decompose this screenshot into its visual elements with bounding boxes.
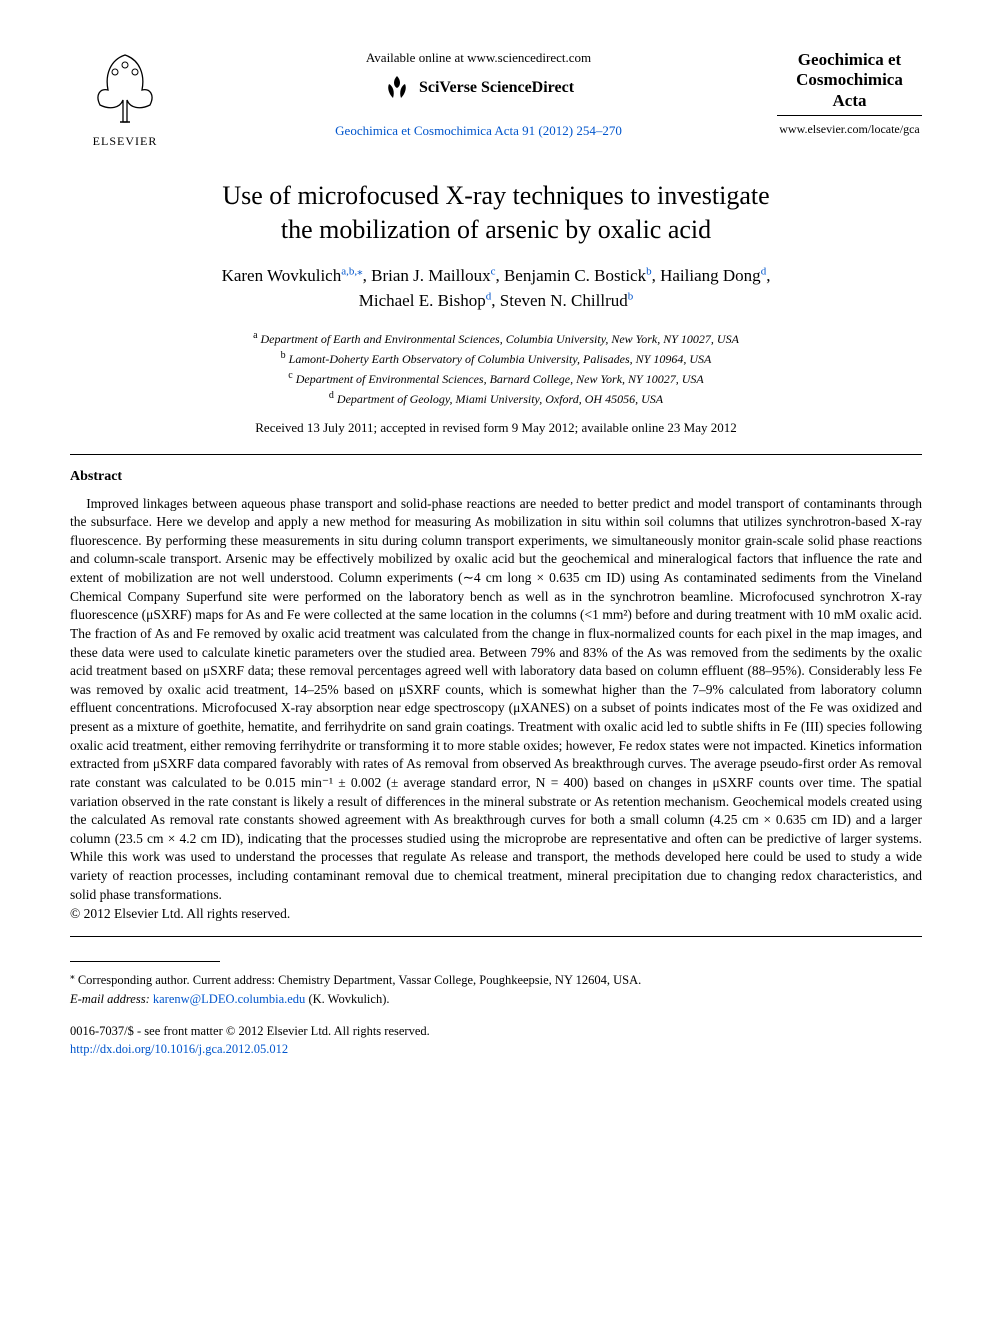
journal-rule <box>777 115 922 116</box>
email-footnote: E-mail address: karenw@LDEO.columbia.edu… <box>70 990 922 1009</box>
author-affiliation-link[interactable]: c <box>491 265 496 277</box>
available-online-text: Available online at www.sciencedirect.co… <box>200 50 757 66</box>
front-matter-line: 0016-7037/$ - see front matter © 2012 El… <box>70 1023 922 1041</box>
paper-header: ELSEVIER Available online at www.science… <box>70 50 922 149</box>
affiliation: a Department of Earth and Environmental … <box>70 328 922 348</box>
publisher-logo-block: ELSEVIER <box>70 50 180 149</box>
elsevier-label: ELSEVIER <box>70 134 180 149</box>
author: Hailiang Dong <box>660 266 761 285</box>
article-title: Use of microfocused X-ray techniques to … <box>70 179 922 247</box>
author: Brian J. Mailloux <box>371 266 490 285</box>
sciverse-text: SciVerse ScienceDirect <box>419 79 574 97</box>
author-list: Karen Wovkulicha,b,⁎, Brian J. Maillouxc… <box>70 263 922 314</box>
abstract-body: Improved linkages between aqueous phase … <box>70 495 922 905</box>
corresponding-author-link[interactable]: ⁎ <box>357 265 363 277</box>
author-affiliation-link[interactable]: b <box>646 265 652 277</box>
sciencedirect-brand: SciVerse ScienceDirect <box>200 74 757 102</box>
elsevier-tree-icon <box>90 50 160 125</box>
doi-link[interactable]: http://dx.doi.org/10.1016/j.gca.2012.05.… <box>70 1042 288 1056</box>
doi-block: 0016-7037/$ - see front matter © 2012 El… <box>70 1023 922 1058</box>
author: Benjamin C. Bostick <box>504 266 646 285</box>
author-affiliation-link[interactable]: d <box>761 265 767 277</box>
author-affiliation-link[interactable]: a,b, <box>341 265 357 277</box>
divider <box>70 454 922 455</box>
author-affiliation-link[interactable]: d <box>486 290 492 302</box>
author-affiliation-link[interactable]: b <box>628 290 634 302</box>
journal-title-block: Geochimica et Cosmochimica Acta www.else… <box>777 50 922 137</box>
sciencedirect-icon <box>383 74 411 102</box>
center-header: Available online at www.sciencedirect.co… <box>180 50 777 140</box>
footnote-rule <box>70 961 220 962</box>
affiliation-list: a Department of Earth and Environmental … <box>70 328 922 408</box>
article-dates: Received 13 July 2011; accepted in revis… <box>70 420 922 436</box>
journal-url: www.elsevier.com/locate/gca <box>777 122 922 137</box>
affiliation: b Lamont-Doherty Earth Observatory of Co… <box>70 348 922 368</box>
journal-name: Geochimica et Cosmochimica Acta <box>777 50 922 111</box>
author-email-link[interactable]: karenw@LDEO.columbia.edu <box>153 992 305 1006</box>
abstract-heading: Abstract <box>70 469 922 485</box>
author: Michael E. Bishop <box>359 291 486 310</box>
journal-reference-link[interactable]: Geochimica et Cosmochimica Acta 91 (2012… <box>335 123 622 138</box>
copyright-line: © 2012 Elsevier Ltd. All rights reserved… <box>70 906 922 922</box>
author: Karen Wovkulich <box>222 266 342 285</box>
corresponding-author-footnote: ⁎ Corresponding author. Current address:… <box>70 970 922 990</box>
divider <box>70 936 922 937</box>
author: Steven N. Chillrud <box>500 291 628 310</box>
affiliation: d Department of Geology, Miami Universit… <box>70 388 922 408</box>
affiliation: c Department of Environmental Sciences, … <box>70 368 922 388</box>
footnotes: ⁎ Corresponding author. Current address:… <box>70 970 922 1009</box>
